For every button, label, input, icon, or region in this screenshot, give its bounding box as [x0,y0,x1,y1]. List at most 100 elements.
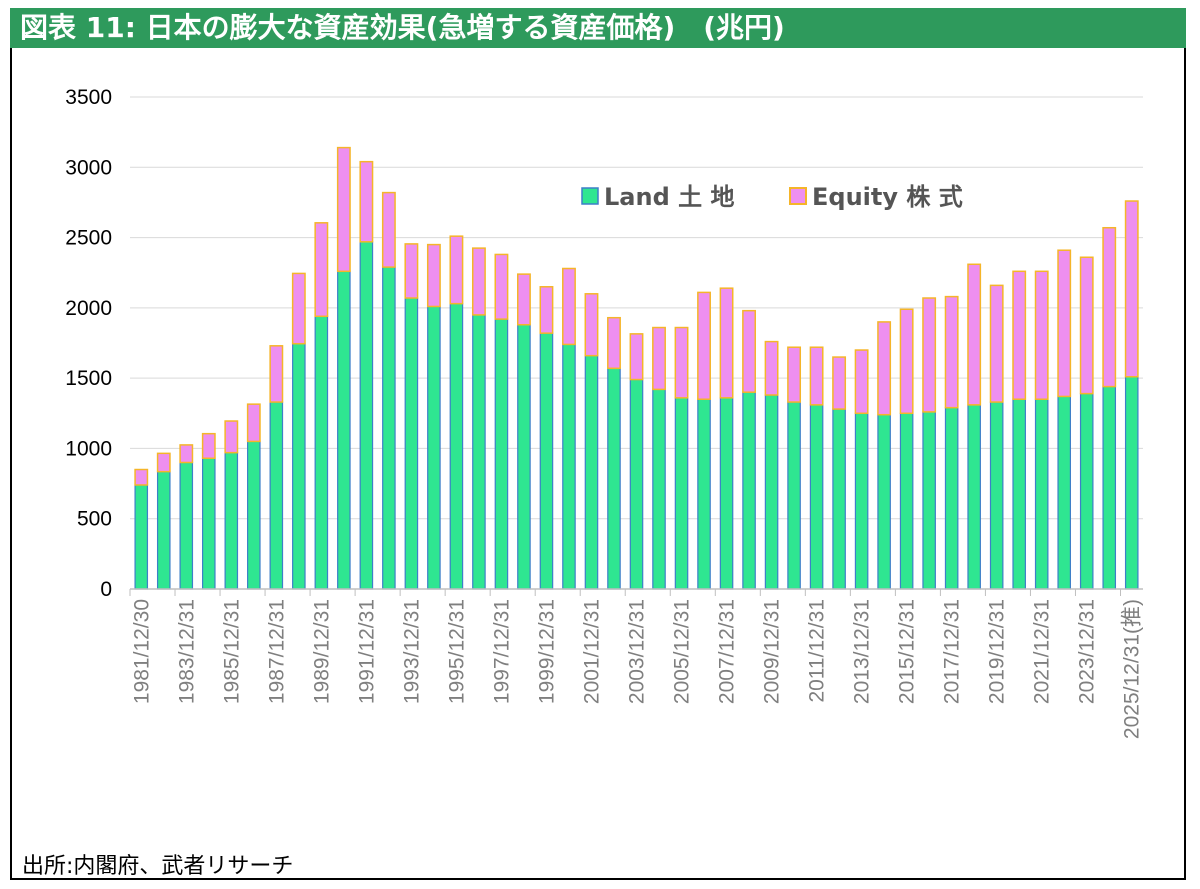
bars [135,148,1138,589]
bar-land [945,408,957,589]
x-tick-label: 1983/12/31 [175,599,198,704]
bar-land [630,380,642,589]
bar-land [450,304,462,589]
bar-land [990,402,1002,589]
bar-land [563,344,575,589]
x-tick-label: 2011/12/31 [806,599,829,703]
y-tick-label: 1000 [65,437,112,460]
x-tick-label: 2001/12/31 [580,599,603,704]
x-tick-label: 1997/12/31 [490,599,513,704]
bar-equity [203,434,215,459]
bar-equity [630,334,642,380]
bar-land [225,453,237,589]
x-tick-label: 2019/12/31 [986,599,1009,704]
bar-land [608,368,620,589]
bar-land [270,402,282,589]
bar-equity [923,298,935,412]
bar-equity [900,309,912,413]
bar-land [315,316,327,589]
legend-swatch-land [582,188,598,204]
bar-equity [788,347,800,402]
bar-land [383,267,395,589]
x-tick-label: 2013/12/31 [851,599,874,704]
x-tick-label: 1991/12/31 [355,599,378,704]
legend-label-land: Land 土 地 [604,183,734,211]
source-note: 出所:内閣府、武者リサーチ [22,848,293,880]
bar-land [968,405,980,589]
y-tick-label: 0 [100,578,112,601]
x-tick-label: 2009/12/31 [761,599,784,704]
bar-land [1126,377,1138,589]
bar-equity [405,244,417,298]
bar-land [540,333,552,589]
x-tick-label: 1999/12/31 [535,599,558,704]
legend-label-equity: Equity 株 式 [812,183,963,211]
y-tick-label: 1500 [65,367,112,390]
bar-land [900,413,912,589]
bar-equity [1103,228,1115,387]
x-tick-label: 2015/12/31 [896,599,919,704]
bar-equity [698,292,710,399]
bar-equity [810,347,822,405]
bar-land [765,395,777,589]
bar-land [135,485,147,589]
bar-equity [608,318,620,369]
bar-equity [338,148,350,272]
x-tick-label: 2021/12/31 [1031,599,1054,704]
bar-land [833,409,845,589]
bar-land [428,306,440,589]
bar-land [698,399,710,589]
bar-land [923,412,935,589]
bar-equity [360,162,372,242]
x-tick-label: 2007/12/31 [716,599,739,704]
bar-equity [945,297,957,408]
x-tick-label: 2017/12/31 [941,599,964,704]
bar-equity [180,445,192,463]
bar-equity [990,285,1002,402]
bar-equity [293,273,305,343]
bar-land [720,398,732,589]
legend-swatch-equity [790,188,806,204]
bar-land [495,319,507,589]
bar-equity [248,404,260,441]
bar-land [180,462,192,589]
bar-equity [968,264,980,405]
y-tick-label: 2500 [65,227,112,250]
x-tick-label: 2003/12/31 [626,599,649,704]
y-tick-label: 500 [77,508,112,531]
bar-equity [135,470,147,485]
bar-equity [518,274,530,325]
bar-land [518,325,530,589]
bar-land [1036,399,1048,589]
bar-equity [765,342,777,395]
bar-equity [315,223,327,316]
bar-land [1081,394,1093,589]
bar-equity [878,322,890,415]
bar-land [293,344,305,589]
x-tick-label: 1987/12/31 [265,599,288,704]
x-tick-label: 1981/12/30 [130,599,153,704]
bar-land [810,405,822,589]
bar-equity [743,311,755,393]
bar-land [675,398,687,589]
bar-land [360,242,372,589]
bar-equity [540,287,552,333]
bar-equity [225,421,237,453]
x-tick-label: 2025/12/31(推) [1121,599,1144,739]
bar-land [878,415,890,589]
bar-equity [473,248,485,315]
bar-equity [1126,201,1138,377]
y-tick-label: 2000 [65,297,112,320]
x-tick-label: 1995/12/31 [445,599,468,704]
x-tick-label: 1993/12/31 [400,599,423,704]
bar-equity [495,254,507,319]
bar-land [405,298,417,589]
bar-equity [270,346,282,402]
bar-equity [585,294,597,356]
y-tick-label: 3000 [65,156,112,179]
bar-land [203,458,215,589]
bar-equity [1058,250,1070,396]
x-tick-label: 2023/12/31 [1076,599,1099,704]
bar-equity [675,328,687,398]
